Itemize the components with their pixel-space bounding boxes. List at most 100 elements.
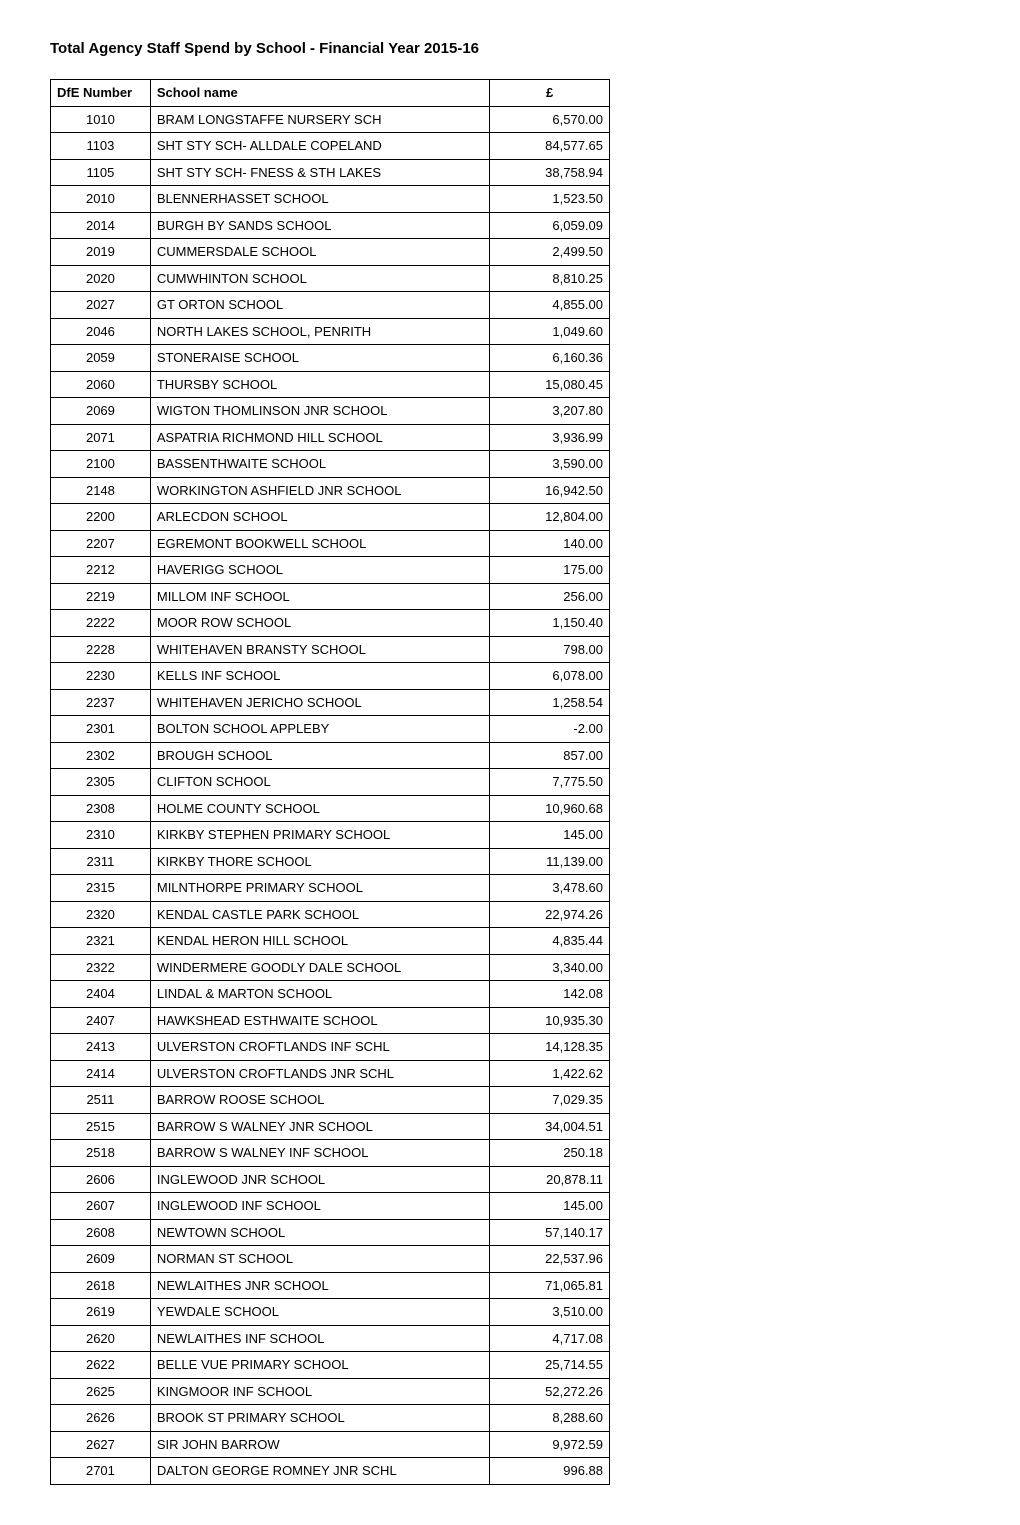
table-row: 1103SHT STY SCH- ALLDALE COPELAND84,577.…: [51, 133, 610, 160]
cell-dfe: 2230: [51, 663, 151, 690]
table-row: 2301BOLTON SCHOOL APPLEBY-2.00: [51, 716, 610, 743]
table-row: 2701DALTON GEORGE ROMNEY JNR SCHL996.88: [51, 1458, 610, 1485]
cell-name: NEWLAITHES JNR SCHOOL: [150, 1272, 489, 1299]
cell-amount: 84,577.65: [490, 133, 610, 160]
table-row: 2207EGREMONT BOOKWELL SCHOOL140.00: [51, 530, 610, 557]
cell-name: BLENNERHASSET SCHOOL: [150, 186, 489, 213]
cell-dfe: 2219: [51, 583, 151, 610]
cell-name: WIGTON THOMLINSON JNR SCHOOL: [150, 398, 489, 425]
cell-dfe: 2320: [51, 901, 151, 928]
cell-name: BROOK ST PRIMARY SCHOOL: [150, 1405, 489, 1432]
header-dfe-number: DfE Number: [51, 80, 151, 107]
table-row: 2010BLENNERHASSET SCHOOL1,523.50: [51, 186, 610, 213]
cell-dfe: 2302: [51, 742, 151, 769]
cell-name: BASSENTHWAITE SCHOOL: [150, 451, 489, 478]
cell-dfe: 2301: [51, 716, 151, 743]
table-row: 2059STONERAISE SCHOOL6,160.36: [51, 345, 610, 372]
cell-name: INGLEWOOD INF SCHOOL: [150, 1193, 489, 1220]
cell-amount: 996.88: [490, 1458, 610, 1485]
cell-name: HOLME COUNTY SCHOOL: [150, 795, 489, 822]
table-row: 2014BURGH BY SANDS SCHOOL6,059.09: [51, 212, 610, 239]
table-row: 2607INGLEWOOD INF SCHOOL145.00: [51, 1193, 610, 1220]
cell-dfe: 2059: [51, 345, 151, 372]
cell-name: BOLTON SCHOOL APPLEBY: [150, 716, 489, 743]
cell-amount: 57,140.17: [490, 1219, 610, 1246]
table-header-row: DfE Number School name £: [51, 80, 610, 107]
cell-amount: 34,004.51: [490, 1113, 610, 1140]
cell-dfe: 2315: [51, 875, 151, 902]
cell-name: KELLS INF SCHOOL: [150, 663, 489, 690]
table-row: 2100BASSENTHWAITE SCHOOL3,590.00: [51, 451, 610, 478]
table-row: 2407HAWKSHEAD ESTHWAITE SCHOOL10,935.30: [51, 1007, 610, 1034]
cell-amount: 3,510.00: [490, 1299, 610, 1326]
cell-dfe: 2019: [51, 239, 151, 266]
cell-name: ARLECDON SCHOOL: [150, 504, 489, 531]
cell-dfe: 2308: [51, 795, 151, 822]
cell-amount: 250.18: [490, 1140, 610, 1167]
table-row: 2019CUMMERSDALE SCHOOL2,499.50: [51, 239, 610, 266]
cell-amount: 3,590.00: [490, 451, 610, 478]
cell-name: INGLEWOOD JNR SCHOOL: [150, 1166, 489, 1193]
cell-name: BARROW S WALNEY JNR SCHOOL: [150, 1113, 489, 1140]
cell-name: DALTON GEORGE ROMNEY JNR SCHL: [150, 1458, 489, 1485]
cell-name: BRAM LONGSTAFFE NURSERY SCH: [150, 106, 489, 133]
table-row: 2414ULVERSTON CROFTLANDS JNR SCHL1,422.6…: [51, 1060, 610, 1087]
header-school-name: School name: [150, 80, 489, 107]
cell-amount: 9,972.59: [490, 1431, 610, 1458]
table-row: 1105SHT STY SCH- FNESS & STH LAKES38,758…: [51, 159, 610, 186]
table-row: 2071ASPATRIA RICHMOND HILL SCHOOL3,936.9…: [51, 424, 610, 451]
cell-dfe: 1103: [51, 133, 151, 160]
cell-name: SIR JOHN BARROW: [150, 1431, 489, 1458]
table-row: 2511BARROW ROOSE SCHOOL7,029.35: [51, 1087, 610, 1114]
cell-amount: 8,288.60: [490, 1405, 610, 1432]
cell-dfe: 2237: [51, 689, 151, 716]
cell-dfe: 2701: [51, 1458, 151, 1485]
cell-amount: 145.00: [490, 822, 610, 849]
header-amount: £: [490, 80, 610, 107]
table-row: 2069WIGTON THOMLINSON JNR SCHOOL3,207.80: [51, 398, 610, 425]
cell-name: MILNTHORPE PRIMARY SCHOOL: [150, 875, 489, 902]
cell-dfe: 2100: [51, 451, 151, 478]
cell-dfe: 2619: [51, 1299, 151, 1326]
cell-dfe: 2414: [51, 1060, 151, 1087]
cell-dfe: 2071: [51, 424, 151, 451]
table-row: 2618NEWLAITHES JNR SCHOOL71,065.81: [51, 1272, 610, 1299]
cell-dfe: 2027: [51, 292, 151, 319]
cell-dfe: 2404: [51, 981, 151, 1008]
cell-amount: 256.00: [490, 583, 610, 610]
cell-dfe: 2626: [51, 1405, 151, 1432]
cell-name: THURSBY SCHOOL: [150, 371, 489, 398]
cell-name: MOOR ROW SCHOOL: [150, 610, 489, 637]
cell-name: STONERAISE SCHOOL: [150, 345, 489, 372]
table-row: 2148WORKINGTON ASHFIELD JNR SCHOOL16,942…: [51, 477, 610, 504]
cell-amount: 4,717.08: [490, 1325, 610, 1352]
cell-dfe: 1010: [51, 106, 151, 133]
cell-amount: 1,150.40: [490, 610, 610, 637]
cell-name: WHITEHAVEN BRANSTY SCHOOL: [150, 636, 489, 663]
cell-dfe: 2407: [51, 1007, 151, 1034]
cell-dfe: 2212: [51, 557, 151, 584]
cell-amount: 38,758.94: [490, 159, 610, 186]
table-row: 2320KENDAL CASTLE PARK SCHOOL22,974.26: [51, 901, 610, 928]
table-row: 2305CLIFTON SCHOOL7,775.50: [51, 769, 610, 796]
cell-name: KENDAL CASTLE PARK SCHOOL: [150, 901, 489, 928]
cell-dfe: 2606: [51, 1166, 151, 1193]
table-row: 2518BARROW S WALNEY INF SCHOOL250.18: [51, 1140, 610, 1167]
cell-name: YEWDALE SCHOOL: [150, 1299, 489, 1326]
table-row: 2608NEWTOWN SCHOOL57,140.17: [51, 1219, 610, 1246]
cell-dfe: 2014: [51, 212, 151, 239]
cell-name: CUMWHINTON SCHOOL: [150, 265, 489, 292]
cell-dfe: 2622: [51, 1352, 151, 1379]
cell-amount: 145.00: [490, 1193, 610, 1220]
cell-amount: 12,804.00: [490, 504, 610, 531]
cell-name: BARROW S WALNEY INF SCHOOL: [150, 1140, 489, 1167]
cell-name: BURGH BY SANDS SCHOOL: [150, 212, 489, 239]
table-row: 2020CUMWHINTON SCHOOL8,810.25: [51, 265, 610, 292]
cell-amount: 6,059.09: [490, 212, 610, 239]
cell-name: ULVERSTON CROFTLANDS INF SCHL: [150, 1034, 489, 1061]
cell-amount: 52,272.26: [490, 1378, 610, 1405]
spend-table: DfE Number School name £ 1010BRAM LONGST…: [50, 79, 610, 1485]
table-row: 2404LINDAL & MARTON SCHOOL142.08: [51, 981, 610, 1008]
table-row: 2620NEWLAITHES INF SCHOOL4,717.08: [51, 1325, 610, 1352]
cell-name: WINDERMERE GOODLY DALE SCHOOL: [150, 954, 489, 981]
